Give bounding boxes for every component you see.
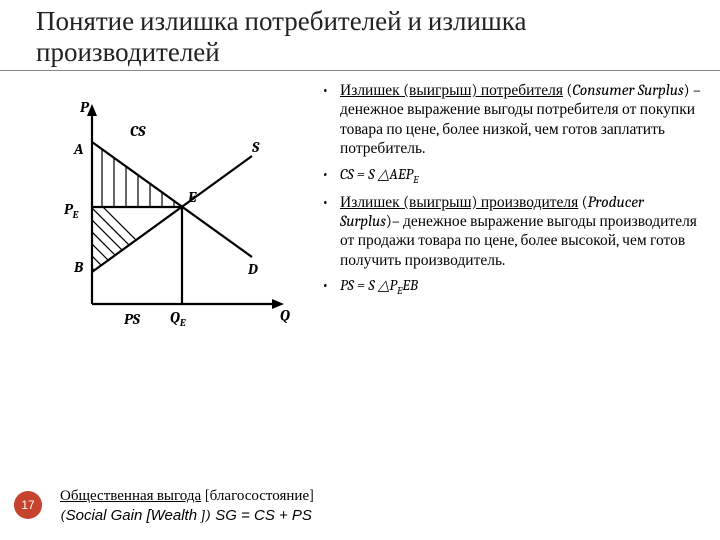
bullet-cs-formula: CS = S △AEPE <box>322 165 702 187</box>
label-e: E <box>187 188 197 206</box>
cs-hatching <box>102 132 174 212</box>
diagram-column: P Q A B S D E CS PS PE QE <box>44 79 304 347</box>
footer-text: Общественная выгода [благосостояние] (So… <box>60 485 314 527</box>
supply-line <box>92 156 252 272</box>
text-column: Излишек (выигрыш) потребителя (Consumer … <box>322 79 702 347</box>
slide-title: Понятие излишка потребителей и излишка п… <box>36 6 700 68</box>
bullet-ps-formula: PS = S △PEEB <box>322 276 702 298</box>
page-number-badge: 17 <box>14 491 42 519</box>
cs-lead: Излишек (выигрыш) потребителя <box>340 81 563 99</box>
label-qe: QE <box>170 308 186 329</box>
label-a: A <box>73 140 84 158</box>
label-b: B <box>73 258 84 276</box>
label-ps: PS <box>123 310 141 328</box>
surplus-diagram-svg: P Q A B S D E CS PS PE QE <box>44 87 304 347</box>
footer-row: 17 Общественная выгода [благосостояние] … <box>0 485 720 527</box>
bullet-consumer-surplus: Излишек (выигрыш) потребителя (Consumer … <box>322 81 702 159</box>
label-p: P <box>79 98 90 116</box>
label-d: D <box>247 260 258 278</box>
label-s: S <box>251 138 260 156</box>
econ-diagram: P Q A B S D E CS PS PE QE <box>44 87 304 347</box>
demand-line <box>92 142 252 257</box>
ps-hatching <box>84 200 206 347</box>
bullet-list: Излишек (выигрыш) потребителя (Consumer … <box>322 81 702 298</box>
slide-title-block: Понятие излишка потребителей и излишка п… <box>0 0 720 71</box>
label-q: Q <box>280 306 290 324</box>
bullet-producer-surplus: Излишек (выигрыш) производителя (Produce… <box>322 193 702 271</box>
social-gain-ru: Общественная выгода [благосостояние] <box>60 485 314 505</box>
label-cs: CS <box>130 122 146 140</box>
ps-lead: Излишек (выигрыш) производителя <box>340 193 578 211</box>
social-gain-en: (Social Gain [Wealth ]) SG = CS + PS <box>60 505 314 526</box>
content-row: P Q A B S D E CS PS PE QE Излишек (выигр… <box>0 79 720 347</box>
label-pe: PE <box>63 200 79 221</box>
